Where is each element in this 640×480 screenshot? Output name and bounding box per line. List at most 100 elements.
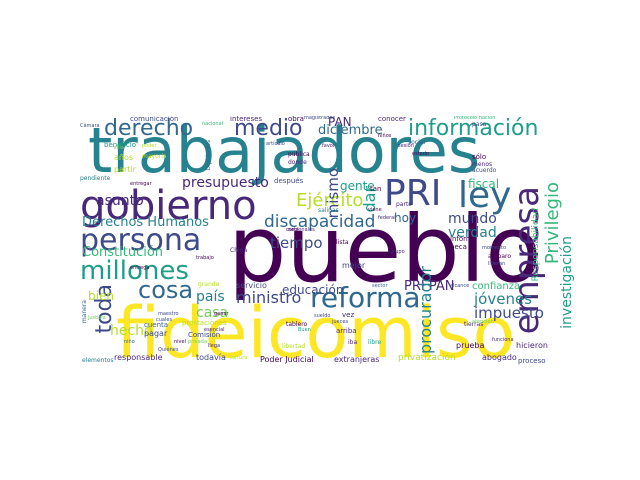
cloud-word-fideicomiso: fideicomiso: [116, 292, 516, 370]
cloud-word-reforma: reforma: [310, 281, 421, 314]
cloud-word-Diputados: Diputados: [205, 140, 212, 171]
cloud-word-educacion: educación: [282, 283, 344, 297]
cloud-word-sueldo: sueldo: [314, 313, 331, 319]
cloud-word-extranjeras: extranjeras: [334, 355, 380, 364]
cloud-word-nacionales: nacionales: [288, 227, 315, 233]
cloud-word-sector: sector: [372, 283, 388, 289]
cloud-word-vez: vez: [342, 311, 355, 319]
cloud-word-arriba: arriba: [336, 327, 357, 335]
cloud-word-silla: silla: [114, 145, 124, 151]
cloud-word-atencion: atención: [472, 319, 494, 325]
cloud-word-tierras: tierras: [464, 321, 484, 328]
cloud-word-grupo: grupo: [390, 249, 405, 255]
cloud-word-estado: estado: [412, 151, 429, 157]
cloud-word-pendiente: pendiente: [80, 175, 111, 182]
cloud-word-gobierno: gobierno: [80, 183, 257, 229]
cloud-word-donde: donde: [288, 159, 307, 166]
cloud-word-PoderJudicial: Poder Judicial: [260, 355, 314, 364]
cloud-word-articulo: artículo: [266, 141, 285, 147]
cloud-word-jovenes: jóvenes: [474, 290, 533, 308]
cloud-word-ninos: niños: [378, 133, 392, 139]
cloud-word-fiscal: fiscal: [468, 177, 500, 191]
cloud-word-cuenta: cuenta: [144, 321, 169, 329]
cloud-word-casa: casa: [196, 305, 229, 321]
cloud-word-elementos: elementos: [82, 357, 114, 364]
cloud-word-nacional: nacional: [202, 121, 224, 127]
cloud-word-trabajadores: trabajadores: [88, 116, 481, 187]
cloud-word-menos: menos: [472, 161, 493, 168]
cloud-word-verdad: verdad: [448, 225, 497, 241]
cloud-word-cuales: cuales: [156, 317, 173, 323]
cloud-word-pueblo: pueblo: [228, 196, 542, 303]
cloud-word-lista: lista: [336, 239, 349, 246]
cloud-word-tan: tan: [370, 185, 382, 193]
cloud-word-PRIPAN: PRI PAN: [404, 279, 455, 294]
cloud-word-Responsabilidad: Responsabilidad: [531, 208, 541, 282]
cloud-word-gente: gente: [340, 179, 375, 193]
cloud-word-proceso: proceso: [518, 357, 546, 365]
cloud-word-beca: beca: [450, 243, 467, 251]
cloud-word-millones: millones: [80, 256, 189, 286]
cloud-word-manera: manera: [81, 300, 88, 324]
cloud-word-Ejercito: Ejército: [296, 190, 364, 211]
cloud-word-poder: poder: [142, 143, 157, 149]
cloud-word-pagar: pagar: [144, 329, 168, 338]
cloud-word-ley: ley: [458, 175, 512, 216]
cloud-word-entregar: entregar: [130, 181, 152, 187]
cloud-word-solo: sólo: [472, 153, 487, 161]
cloud-word-mundo: mundo: [448, 211, 497, 227]
cloud-word-corte: corte: [286, 227, 299, 233]
cloud-word-privatizacion: privatización: [398, 353, 456, 363]
cloud-word-grande: grande: [198, 281, 220, 288]
cloud-word-sesion: sesión: [398, 143, 414, 149]
cloud-word-obra: obra: [288, 116, 304, 123]
cloud-word-pasa: pasa: [472, 121, 487, 128]
cloud-word-Constitucion: Constitución: [82, 245, 164, 260]
cloud-word-viene: viene: [368, 207, 382, 213]
cloud-word-liberan: liberan: [488, 261, 506, 267]
cloud-word-prueba: prueba: [456, 341, 485, 350]
cloud-word-trabajo: trabajo: [196, 255, 214, 261]
cloud-word-cosa: cosa: [138, 276, 194, 304]
cloud-word-parte: parte: [396, 201, 412, 208]
cloud-word-momento: momento: [482, 245, 507, 251]
cloud-word-procurador: procurador: [416, 266, 435, 355]
cloud-word-China: China: [230, 247, 248, 254]
cloud-word-privada: privada: [188, 339, 207, 345]
cloud-word-persona: persona: [80, 223, 202, 258]
cloud-word-derecho: derecho: [104, 116, 194, 141]
cloud-word-Camara: Cámara: [80, 123, 100, 129]
cloud-word-beneficio: beneficio: [104, 141, 136, 149]
cloud-word-Protocolonacion: Protocolo nación: [454, 116, 496, 121]
cloud-word-hicieron: hicieron: [516, 341, 548, 350]
cloud-word-ministro: ministro: [236, 288, 302, 307]
cloud-word-presupuesto: presupuesto: [182, 175, 269, 191]
cloud-word-nino: niño: [124, 339, 135, 345]
cloud-word-social: social: [408, 139, 426, 146]
cloud-word-hoy: hoy: [394, 211, 417, 225]
cloud-word-favor: favor: [322, 143, 335, 149]
cloud-word-amparo: amparo: [488, 253, 512, 260]
cloud-word-anos: años: [114, 153, 134, 162]
cloud-word-mejor: mejor: [342, 261, 366, 270]
cloud-word-discapacidad: discapacidad: [264, 212, 376, 232]
cloud-word-Comision: Comisión: [188, 331, 221, 339]
cloud-word-publica: pública: [288, 151, 310, 158]
cloud-word-DerechosHumanos: Derechos Humanos: [82, 215, 209, 230]
cloud-word-nivel: nivel: [174, 339, 186, 345]
cloud-word-Quienes: Quiénes: [158, 347, 179, 353]
cloud-word-asunto: asunto: [96, 193, 144, 209]
cloud-word-informe: informe: [450, 235, 478, 243]
cloud-word-impuesto: impuesto: [474, 304, 544, 322]
cloud-word-libre: libre: [368, 339, 382, 346]
cloud-word-conocer: conocer: [378, 116, 406, 123]
cloud-word-ganar: ganar: [214, 311, 229, 317]
cloud-word-abogado: abogado: [482, 353, 517, 362]
cloud-word-PAN: PAN: [328, 116, 352, 129]
cloud-word-intereses: intereses: [230, 116, 263, 123]
cloud-word-magistrados: magistrados: [304, 116, 336, 121]
word-cloud: trabajadores pueblo fideicomiso gobierno…: [78, 116, 580, 370]
cloud-word-partir: partir: [114, 165, 136, 174]
cloud-word-entrega: entrega: [130, 265, 150, 271]
cloud-word-esencial: esencial: [204, 327, 225, 333]
